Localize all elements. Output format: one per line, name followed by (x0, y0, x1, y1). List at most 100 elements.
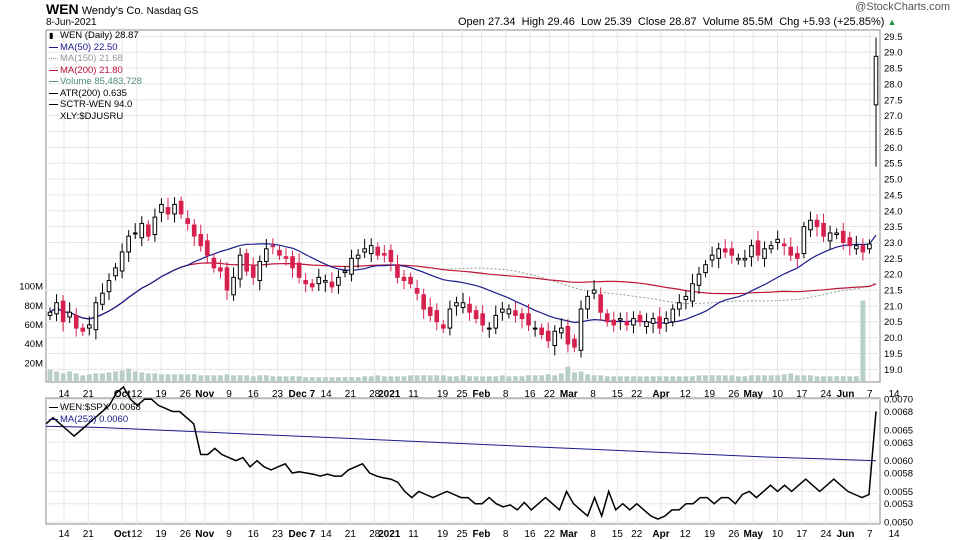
x-tick-label: 14 (888, 529, 900, 540)
x-tick-label: 2021 (378, 529, 401, 540)
volume-label: Volume (702, 16, 740, 28)
candle-body (795, 253, 800, 259)
legend-entry: ▮ WEN (Daily) 28.87 (49, 30, 142, 42)
candle-body (388, 249, 394, 262)
candle-body (814, 219, 820, 228)
legend-label: WEN:$SPX 0.0068 (60, 402, 141, 413)
volume-bar (224, 374, 230, 382)
legend-label: Volume 85,483,728 (60, 76, 142, 87)
volume-bar (440, 375, 446, 382)
volume-bar (827, 376, 833, 382)
x-tick-label: Feb (473, 389, 491, 400)
legend-swatch (49, 58, 58, 60)
candle-body (840, 230, 846, 243)
candle-body (460, 302, 466, 308)
candle-body (834, 232, 839, 236)
candle-body (126, 235, 131, 253)
volume-bar (60, 373, 66, 382)
candle-body (67, 311, 72, 318)
x-tick-label: 15 (612, 389, 624, 400)
volume-bar (132, 371, 138, 382)
candle-body (100, 292, 105, 305)
x-tick-label: 8 (590, 389, 596, 400)
x-tick-label: 25 (456, 529, 468, 540)
x-tick-label: 9 (226, 389, 232, 400)
ratio-line (45, 385, 877, 520)
volume-bar (342, 377, 348, 382)
candle-body (677, 302, 682, 310)
volume-bar (814, 376, 820, 382)
chart-date: 8-Jun-2021 (46, 17, 97, 28)
price-legend: ▮ WEN (Daily) 28.87 MA(50) 22.50 MA(150) 21… (49, 30, 142, 122)
x-tick-label: 8 (503, 529, 509, 540)
candle-body (513, 310, 518, 316)
price-tick-label: 28.5 (884, 64, 903, 75)
candle-body (218, 267, 223, 272)
candle-body (663, 318, 669, 324)
legend-label: MA(50) 22.50 (60, 41, 118, 53)
x-tick-label: 23 (272, 529, 284, 540)
candle-body (539, 327, 544, 335)
ratio-ma252-line (45, 425, 877, 462)
x-tick-label: 15 (612, 529, 624, 540)
candle-body (362, 248, 367, 253)
legend-entry: Volume 85,483,728 (49, 76, 142, 88)
price-panel-frame (45, 29, 881, 383)
x-tick-label: 19 (704, 529, 716, 540)
x-tick-label: 8 (590, 529, 596, 540)
volume-bar (493, 376, 499, 382)
ratio-tick-label: 0.0050 (884, 518, 913, 529)
legend-entry: ATR(200) 0.635 (49, 88, 142, 100)
volume-bar (309, 377, 315, 382)
volume-bar (165, 374, 171, 382)
volume-bar (578, 371, 584, 382)
legend-entry: WEN:$SPX 0.0068 (49, 402, 141, 414)
x-tick-label: 26 (180, 529, 192, 540)
volume-bar (834, 376, 840, 382)
volume-bar (847, 376, 853, 382)
candle-body (729, 248, 735, 256)
volume-bar (571, 372, 577, 382)
legend-swatch (49, 418, 58, 420)
ratio-tick-label: 0.0068 (884, 407, 913, 418)
volume-bar (696, 375, 702, 382)
x-tick-label: 26 (728, 389, 740, 400)
candle-body (237, 254, 243, 280)
ratio-tick-label: 0.0070 (884, 395, 913, 406)
candle-body (349, 257, 354, 275)
volume-bar (172, 374, 178, 382)
candle-body (696, 273, 702, 286)
candle-body (191, 224, 197, 237)
x-tick-label: 26 (728, 529, 740, 540)
volume-bar (637, 376, 643, 382)
watermark: @StockCharts.com (855, 1, 950, 13)
volume-bar (591, 375, 597, 382)
volume-bar (748, 375, 754, 382)
volume-bar (211, 375, 217, 382)
candle-body (578, 308, 584, 351)
candle-body (211, 257, 217, 269)
volume-bar (408, 375, 414, 382)
x-tick-label: 19 (704, 389, 716, 400)
x-tick-label: 17 (796, 389, 808, 400)
volume-bar (263, 375, 269, 382)
volume-bar (585, 374, 591, 382)
x-tick-label: 16 (524, 389, 536, 400)
candle-body (146, 224, 151, 237)
x-tick-label: 19 (437, 529, 449, 540)
legend-entry: XLY:$DJUSRU (49, 111, 142, 123)
volume-bar (231, 375, 237, 382)
candle-body (159, 203, 164, 213)
candle-body (106, 280, 112, 293)
candle-body (808, 219, 813, 231)
price-tick-label: 22.0 (884, 270, 903, 281)
volume-bar (139, 372, 145, 382)
candle-body (231, 276, 236, 296)
candle-body (506, 308, 512, 315)
candle-body (47, 311, 53, 316)
x-tick-label: 19 (156, 529, 168, 540)
x-tick-label: 14 (321, 389, 333, 400)
volume-bar (644, 376, 650, 382)
volume-bar (794, 375, 800, 382)
candle-body (87, 324, 92, 329)
